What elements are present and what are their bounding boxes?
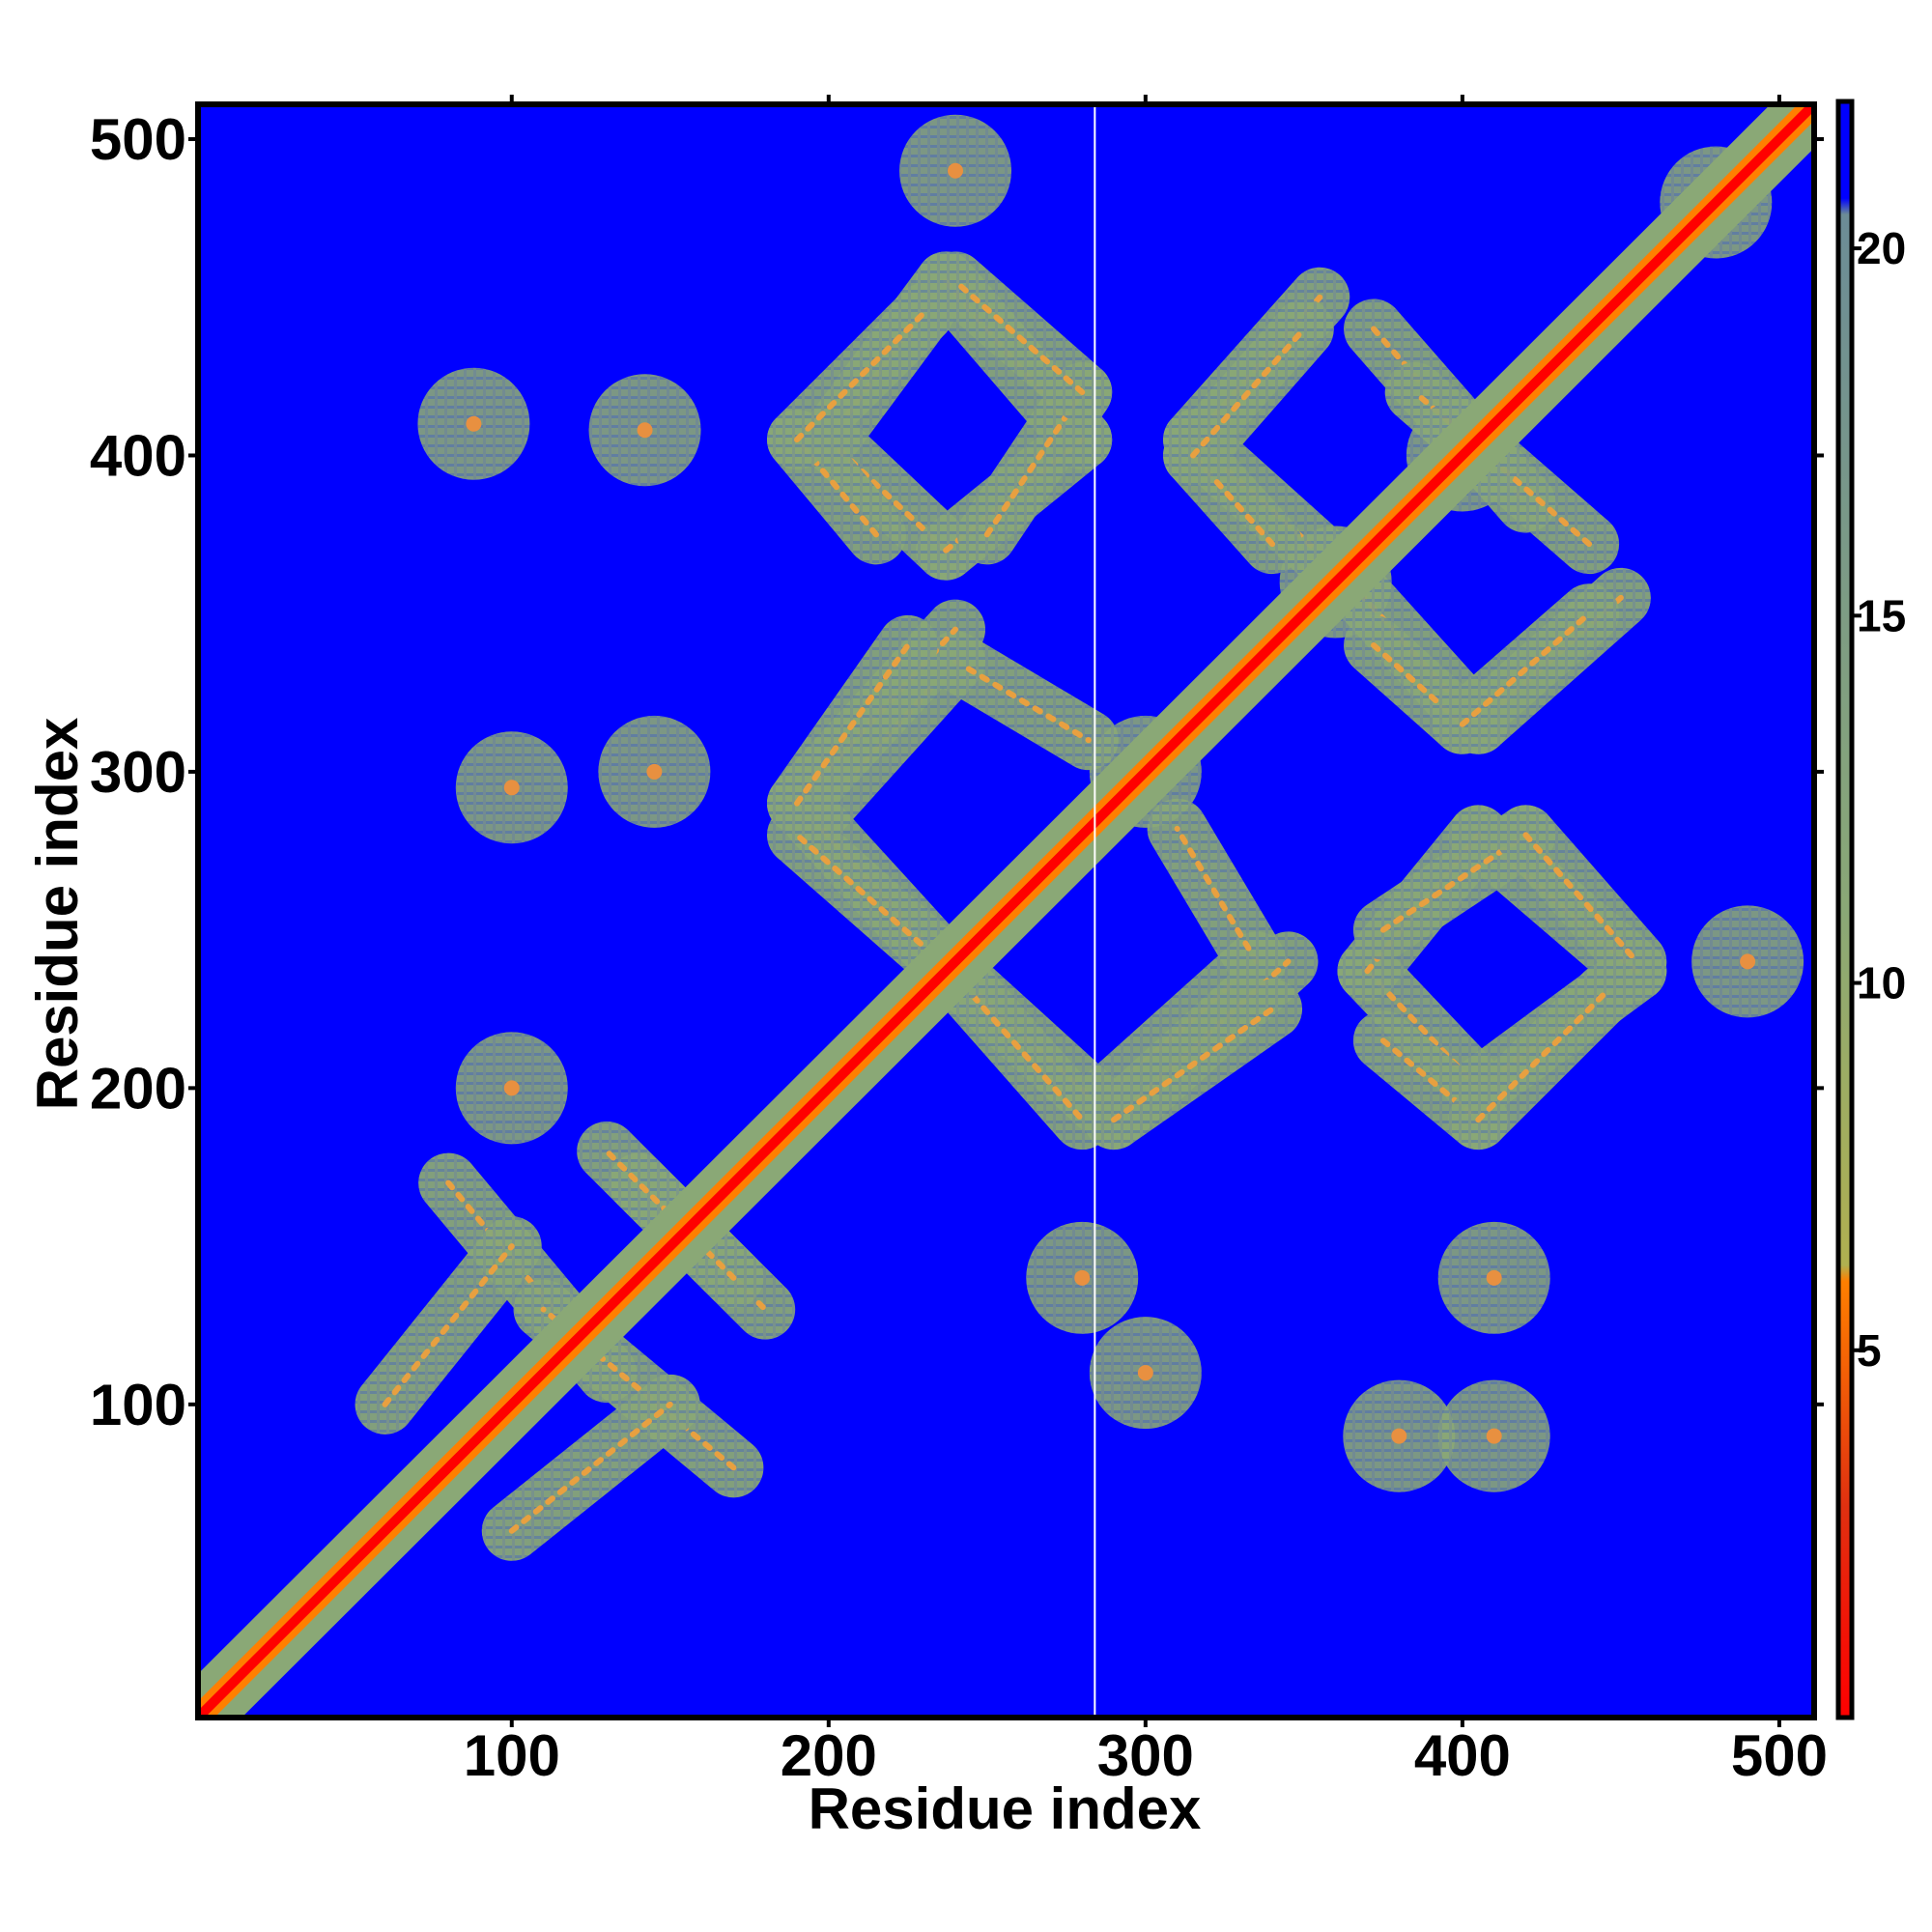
plot-frame (195, 101, 1817, 1720)
contact-cluster-core-5 (1137, 1365, 1153, 1381)
contact-cluster-core-11 (1740, 953, 1756, 970)
colorbar-tick-label-15: 15 (1857, 590, 1906, 640)
contact-cluster-core-0 (466, 415, 482, 432)
y-tick-label-200: 200 (90, 1056, 186, 1121)
contact-band-core-21 (508, 1401, 673, 1534)
colorbar-tick-label-10: 10 (1857, 958, 1906, 1009)
contact-cluster-core-1 (637, 422, 653, 439)
heatmap-marks (198, 104, 1814, 1718)
contact-band-core-14-mirror (1190, 326, 1307, 459)
colorbar-ticks: 5 10 15 20 (1852, 223, 1906, 1376)
contact-cluster-core-6 (1074, 1269, 1091, 1286)
y-axis-title: Residue index (25, 718, 90, 1111)
contact-band-core-5 (952, 658, 1092, 744)
contact-band-core-18 (1475, 990, 1608, 1123)
colorbar: 5 10 15 20 (1835, 99, 1906, 1720)
axes: 100 200 300 400 500 100 200 300 400 500 (90, 95, 1828, 1788)
contact-band-core-17-mirror (793, 437, 880, 538)
contact-band-core-2 (825, 437, 950, 554)
x-tick-label-100: 100 (464, 1723, 560, 1788)
contact-band-core-14 (1459, 611, 1593, 727)
colorbar-tick-label-20: 20 (1857, 223, 1906, 273)
contact-band-core-16 (1522, 832, 1640, 965)
diagonal-core (198, 104, 1814, 1718)
colorbar-scale (1835, 99, 1855, 1720)
contact-cluster-core-3 (646, 763, 663, 780)
contact-cluster-core-10 (948, 162, 964, 179)
contact-band-core-16-mirror (952, 278, 1086, 395)
plot-area (195, 101, 1817, 1720)
contact-band-core-18-mirror (793, 310, 927, 443)
contact-band-core-9-mirror (793, 641, 911, 807)
contact-band-core-9 (1111, 1006, 1276, 1123)
contact-band-core-17 (1379, 1037, 1482, 1123)
contact-band-core-22-mirror (604, 1148, 737, 1281)
contact-cluster-core-2 (503, 780, 520, 796)
x-tick-label-300: 300 (1097, 1723, 1194, 1788)
x-axis-title: Residue index (809, 1776, 1202, 1841)
contact-cluster-core-7 (1486, 1269, 1502, 1286)
x-tick-label-400: 400 (1414, 1723, 1511, 1788)
x-tick-label-200: 200 (781, 1723, 877, 1788)
contact-band-core-21-mirror (382, 1243, 515, 1407)
y-tick-label-100: 100 (90, 1373, 186, 1437)
y-tick-label-500: 500 (90, 107, 186, 172)
y-tick-label-400: 400 (90, 423, 186, 488)
contact-cluster-core-9 (1391, 1428, 1407, 1444)
contact-band-core-5-mirror (1174, 825, 1260, 965)
contact-cluster-core-8 (1486, 1428, 1502, 1444)
y-tick-label-300: 300 (90, 740, 186, 805)
contact-cluster-core-4 (503, 1080, 520, 1096)
contact-band-core-2-mirror (1364, 968, 1482, 1092)
colorbar-tick-label-5: 5 (1857, 1325, 1882, 1376)
x-tick-label-500: 500 (1731, 1723, 1828, 1788)
